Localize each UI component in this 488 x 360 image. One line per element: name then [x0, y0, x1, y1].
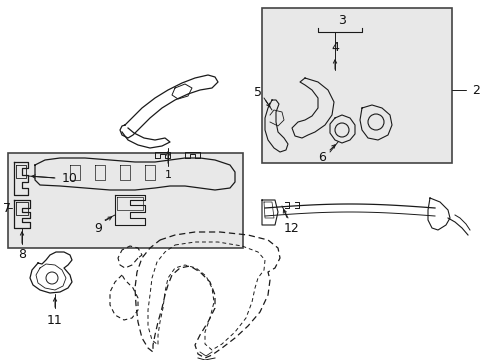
Text: 6: 6: [317, 150, 325, 163]
Text: 7: 7: [3, 202, 11, 215]
Bar: [8, 153, 243, 248]
Text: 9: 9: [94, 221, 102, 234]
Text: 12: 12: [284, 221, 299, 234]
Text: 10: 10: [62, 171, 78, 185]
Bar: [262, 8, 451, 163]
Text: 1: 1: [164, 170, 171, 180]
Text: 2: 2: [471, 84, 479, 96]
Text: 5: 5: [253, 86, 262, 99]
Text: 11: 11: [47, 314, 63, 327]
Text: 8: 8: [18, 248, 26, 261]
Text: 3: 3: [337, 14, 345, 27]
Text: 4: 4: [330, 41, 338, 54]
